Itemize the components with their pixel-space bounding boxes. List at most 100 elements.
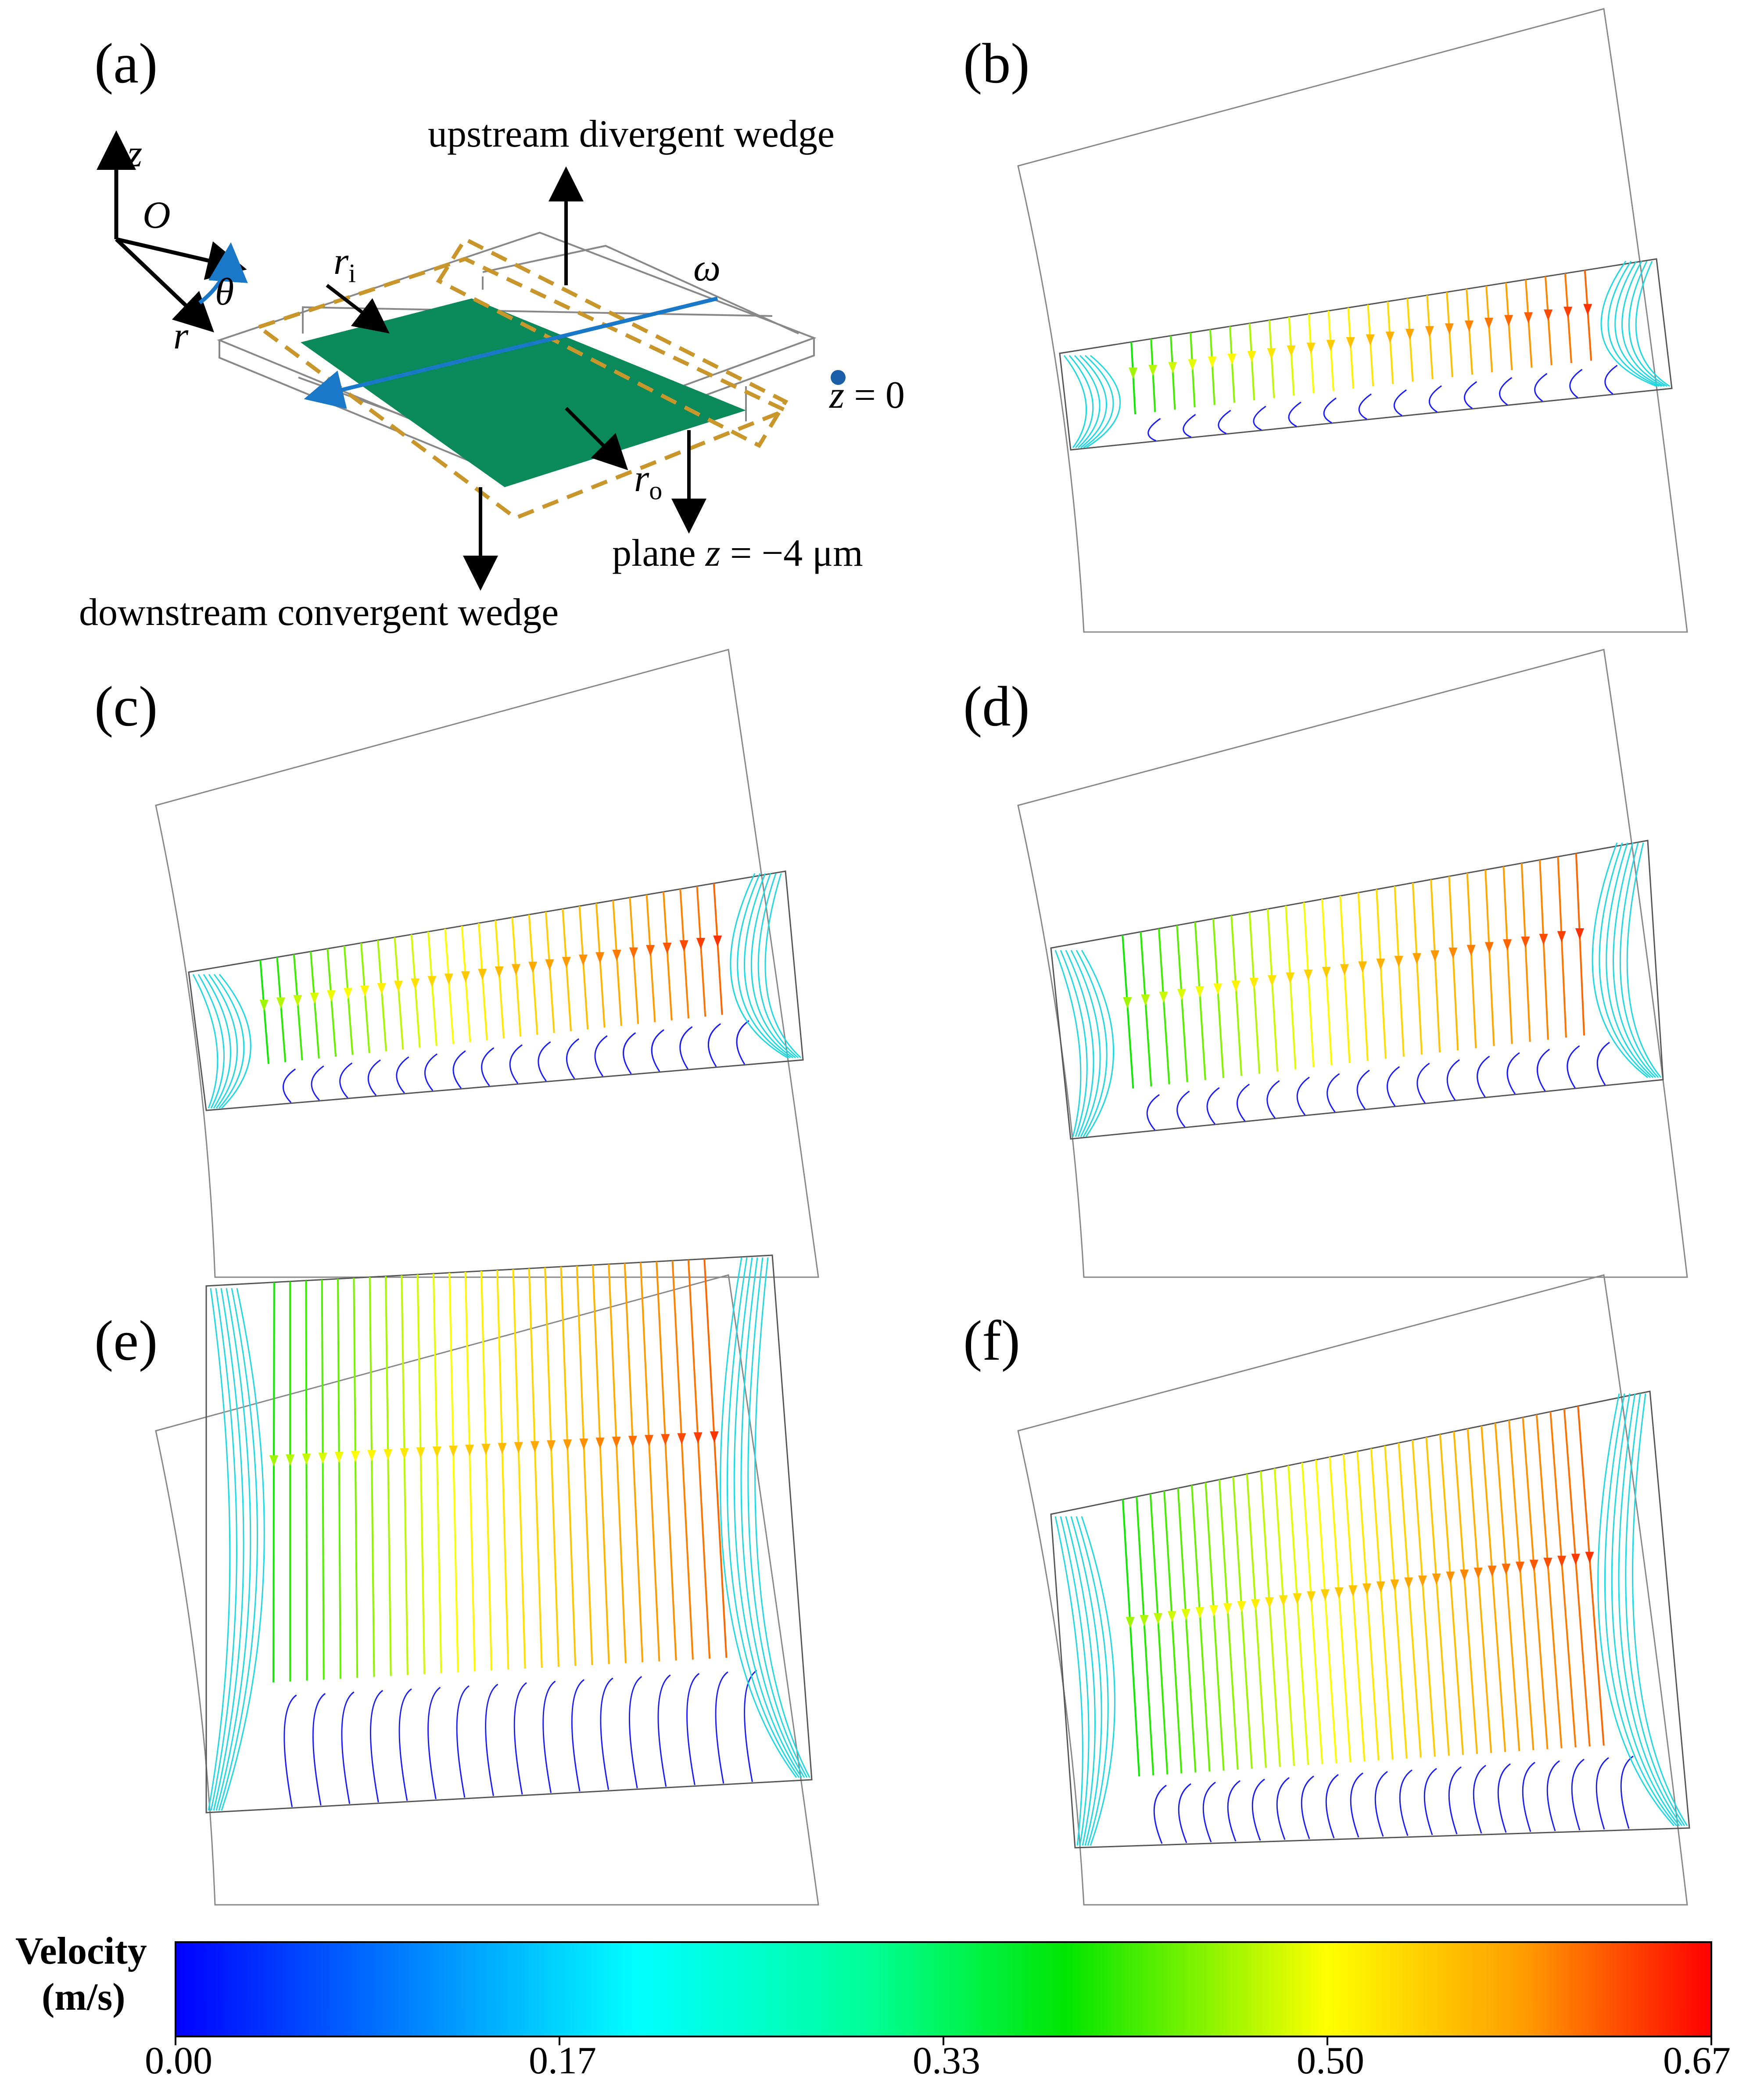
streamline-arrowhead: [1348, 1585, 1357, 1597]
side-vortex-streamline: [1075, 356, 1100, 448]
streamline: [577, 1266, 592, 1665]
streamline-arrowhead: [1390, 1580, 1399, 1591]
backflow-streamline: [1179, 1784, 1191, 1843]
streamline-arrowhead: [1335, 1587, 1344, 1599]
streamline-arrowhead: [319, 1453, 327, 1464]
backflow-streamline: [342, 1692, 354, 1804]
streamline: [481, 1271, 491, 1670]
streamline: [1576, 853, 1584, 1035]
streamline: [1122, 935, 1133, 1089]
streamline-arrowhead: [1544, 309, 1552, 321]
side-vortex-streamline: [1055, 1516, 1083, 1846]
streamline: [1151, 1494, 1168, 1774]
streamline-arrowhead: [1446, 1572, 1455, 1583]
colorbar-tick-1: 0.17: [529, 2039, 596, 2083]
streamline-arrowhead: [478, 969, 487, 980]
streamline: [294, 954, 302, 1060]
streamline-arrowhead: [1575, 928, 1584, 940]
streamline: [1413, 1440, 1435, 1756]
streamline: [306, 1281, 307, 1681]
z-zero-label: z = 0: [829, 373, 905, 417]
streamline-arrowhead: [433, 1447, 441, 1458]
streamline-arrowhead: [1123, 997, 1132, 1009]
streamline-arrowhead: [1148, 365, 1157, 376]
streamline: [563, 909, 571, 1031]
streamline-arrowhead: [562, 957, 571, 968]
backflow-streamline: [543, 1681, 556, 1793]
streamline: [445, 929, 453, 1044]
streamline-arrowhead: [563, 1439, 572, 1451]
backflow-streamline: [1449, 1767, 1461, 1834]
streamlines-panel-e: [208, 1257, 810, 1810]
streamline: [1368, 305, 1373, 386]
streamline: [479, 923, 487, 1040]
streamline-arrowhead: [1286, 972, 1294, 984]
streamline: [1164, 1491, 1181, 1774]
omega-label: ω: [693, 246, 721, 290]
side-vortex-streamline: [1064, 356, 1086, 448]
streamline: [663, 892, 672, 1020]
backflow-streamline: [1572, 1759, 1584, 1830]
backflow-streamline: [1297, 1077, 1309, 1115]
streamline: [1329, 311, 1334, 391]
streamline: [1395, 886, 1404, 1057]
streamline-arrowhead: [1521, 937, 1530, 948]
streamline-arrowhead: [1503, 939, 1512, 951]
backflow-streamline: [1387, 1067, 1399, 1106]
streamline: [1250, 323, 1254, 401]
streamline-arrowhead: [1557, 931, 1566, 942]
downstream-wedge-label: downstream convergent wedge: [79, 590, 559, 635]
streamline: [613, 900, 621, 1026]
colorbar-tick-2: 0.33: [913, 2039, 980, 2083]
streamline: [1385, 1446, 1407, 1759]
streamline-arrowhead: [1460, 1569, 1469, 1581]
side-vortex-streamline: [741, 1257, 804, 1778]
streamline-arrowhead: [1445, 323, 1454, 335]
backflow-streamline: [572, 1680, 584, 1791]
backflow-streamline: [1605, 365, 1617, 394]
backflow-streamline: [624, 1033, 636, 1074]
backflow-streamline: [1500, 377, 1512, 405]
streamline-arrowhead: [645, 1435, 653, 1446]
streamline: [1486, 286, 1492, 372]
ro-sub: o: [649, 476, 662, 505]
streamline-arrowhead: [1213, 984, 1222, 995]
backflow-streamline: [1228, 1781, 1240, 1841]
streamline-arrowhead: [1188, 359, 1197, 370]
streamline: [1564, 1409, 1590, 1746]
streamline: [412, 934, 420, 1048]
streamline: [1231, 916, 1241, 1076]
streamline-arrowhead: [449, 1446, 458, 1457]
streamline: [1440, 1434, 1463, 1755]
streamline-arrowhead: [1177, 989, 1186, 1000]
streamline: [529, 915, 538, 1035]
streamline-arrowhead: [1250, 978, 1258, 989]
side-vortex-streamline: [1083, 356, 1113, 448]
streamline: [378, 940, 386, 1051]
streamline: [1503, 866, 1512, 1044]
streamline-arrowhead: [694, 1432, 703, 1444]
streamline: [680, 889, 688, 1019]
backflow-streamline: [514, 1683, 527, 1794]
backflow-streamline: [652, 1030, 664, 1071]
streamline-arrowhead: [1340, 964, 1349, 976]
backflow-streamline: [1327, 1074, 1340, 1112]
backflow-streamline: [368, 1060, 380, 1095]
streamline-arrowhead: [1195, 1607, 1204, 1619]
streamline: [1322, 899, 1332, 1065]
backflow-streamline: [1359, 394, 1371, 419]
streamline-arrowhead: [1530, 1560, 1538, 1571]
side-vortex-streamline: [748, 1257, 807, 1778]
backflow-streamline: [1254, 406, 1266, 430]
streamline: [1205, 1483, 1223, 1771]
streamline: [1388, 302, 1393, 384]
streamline: [402, 1275, 408, 1675]
streamline: [1526, 280, 1532, 368]
streamline-arrowhead: [327, 990, 336, 1002]
streamline: [428, 932, 437, 1046]
side-vortex-streamline: [1620, 843, 1658, 1077]
side-vortex-streamline: [1633, 1393, 1687, 1826]
axis-z-label: z: [127, 132, 142, 176]
panel-a-schematic: [116, 138, 846, 584]
colorbar-title-line1: Velocity: [15, 1929, 147, 1973]
